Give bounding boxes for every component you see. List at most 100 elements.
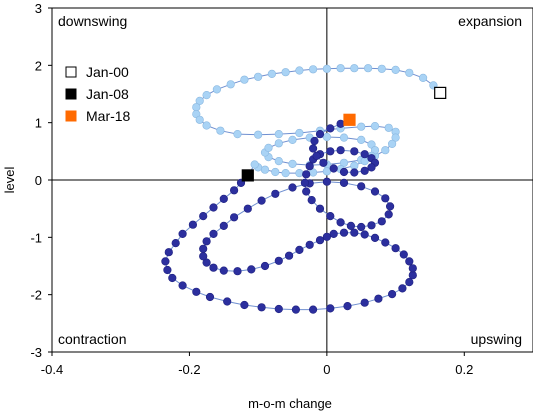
data-point-early	[250, 160, 259, 169]
data-point-late	[223, 297, 232, 306]
data-point-early	[322, 167, 332, 176]
legend-label-jan-08: Jan-08	[86, 86, 129, 102]
highlight-marker-jan-08	[241, 169, 254, 182]
data-point-late	[300, 178, 310, 187]
data-point-late	[240, 300, 249, 310]
data-point-late	[163, 265, 172, 275]
data-point-late	[302, 170, 311, 179]
y-axis-label: level	[2, 167, 17, 194]
data-point-late	[230, 186, 239, 195]
data-point-early	[202, 121, 211, 130]
data-point-late	[381, 194, 390, 203]
data-point-late	[357, 222, 366, 232]
data-point-early	[309, 65, 318, 74]
data-point-late	[164, 248, 173, 257]
data-point-late	[233, 267, 242, 276]
data-point-early	[405, 68, 414, 77]
data-point-late	[307, 196, 316, 205]
data-point-late	[377, 217, 386, 226]
data-point-late	[336, 146, 345, 155]
legend-label-mar-18: Mar-18	[86, 108, 131, 124]
y-tick-label: -1	[30, 230, 42, 245]
highlight-marker-mar-18	[343, 113, 356, 126]
data-point-late	[350, 228, 359, 237]
data-point-late	[319, 158, 328, 167]
data-point-late	[322, 177, 332, 186]
data-point-early	[274, 139, 283, 148]
data-point-early	[271, 167, 280, 177]
quadrant-label-contraction: contraction	[58, 331, 126, 347]
data-point-early	[226, 80, 235, 89]
legend-marker-jan-08	[65, 88, 77, 100]
data-point-early	[322, 64, 332, 73]
data-point-late	[243, 204, 252, 213]
data-point-late	[178, 281, 187, 290]
legend-marker-jan-00	[65, 66, 77, 78]
data-point-late	[408, 264, 417, 273]
data-point-late	[188, 220, 197, 229]
data-point-late	[388, 290, 397, 299]
data-point-late	[339, 167, 349, 177]
data-point-early	[281, 68, 290, 77]
data-point-early	[274, 157, 283, 166]
y-tick-label: 1	[35, 116, 42, 131]
data-point-late	[315, 130, 325, 139]
data-point-late	[360, 166, 369, 175]
data-point-early	[288, 159, 297, 168]
data-point-late	[168, 273, 177, 283]
data-point-late	[199, 212, 208, 221]
data-point-early	[260, 165, 270, 174]
data-point-late	[209, 263, 218, 272]
y-tick-label: 3	[35, 1, 42, 16]
data-point-early	[339, 158, 349, 167]
data-point-late	[339, 228, 349, 237]
data-point-early	[377, 64, 386, 73]
data-point-late	[343, 302, 352, 311]
quadrant-label-upswing: upswing	[471, 331, 522, 347]
data-point-early	[381, 146, 390, 155]
highlight-layer	[241, 86, 447, 182]
data-point-late	[405, 278, 414, 287]
data-point-late	[291, 305, 301, 314]
data-point-late	[370, 187, 380, 196]
x-tick-label: -0.4	[41, 362, 63, 377]
x-tick-label: 0.2	[455, 362, 473, 377]
data-point-early	[295, 128, 304, 138]
legend-marker-mar-18	[65, 110, 77, 122]
series-point-layer	[161, 64, 445, 314]
data-point-late	[381, 238, 390, 247]
data-point-late	[171, 239, 180, 248]
data-point-early	[350, 161, 359, 170]
data-point-late	[309, 305, 318, 314]
data-point-late	[326, 304, 335, 313]
data-point-late	[302, 187, 311, 196]
data-point-late	[285, 251, 294, 260]
data-point-late	[367, 163, 376, 172]
data-point-late	[315, 236, 325, 245]
data-point-early	[254, 72, 263, 81]
data-point-late	[219, 266, 228, 275]
data-point-late	[274, 304, 283, 314]
data-point-late	[305, 240, 314, 249]
data-point-late	[408, 271, 417, 280]
data-point-early	[281, 169, 290, 178]
data-point-late	[288, 183, 297, 192]
data-point-early	[339, 133, 349, 142]
data-point-late	[398, 284, 407, 293]
data-point-late	[374, 294, 383, 303]
data-point-early	[364, 64, 373, 73]
data-point-late	[336, 119, 345, 128]
quadrant-label-downswing: downswing	[58, 13, 127, 29]
data-point-early	[357, 122, 366, 131]
data-point-early	[419, 73, 428, 82]
data-point-late	[391, 244, 400, 253]
legend: Jan-00 Jan-08 Mar-18	[65, 64, 131, 124]
data-point-late	[219, 194, 228, 203]
data-point-early	[274, 130, 283, 139]
data-point-late	[384, 210, 393, 219]
data-point-late	[312, 151, 321, 160]
data-point-early	[295, 169, 304, 178]
data-point-early	[202, 90, 211, 100]
data-point-early	[288, 135, 297, 144]
